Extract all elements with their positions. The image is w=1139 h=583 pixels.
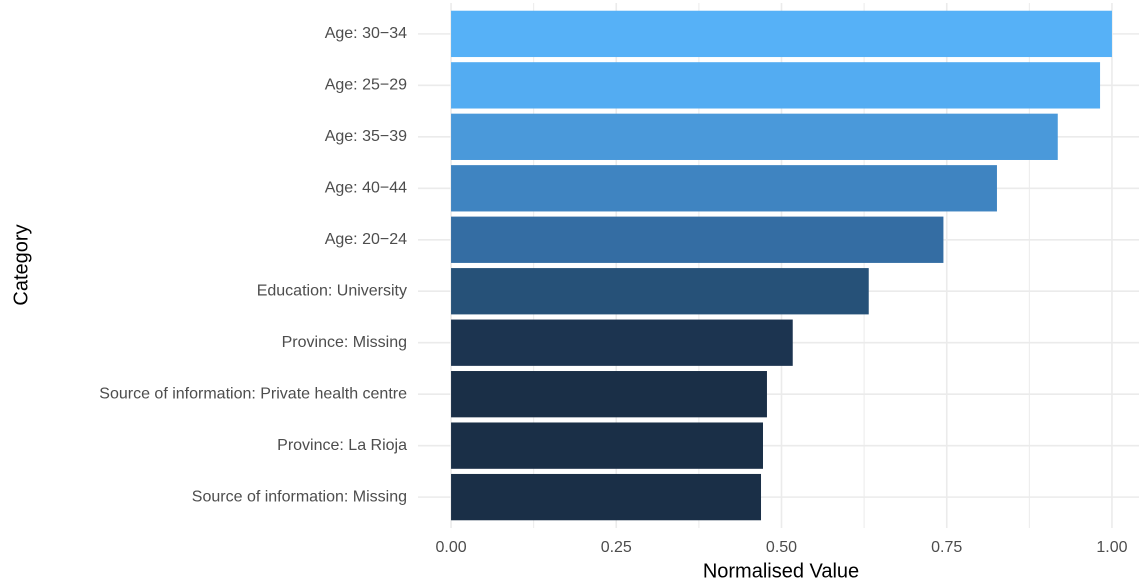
x-axis-title: Normalised Value [703, 560, 859, 582]
x-tick-label: 0.50 [766, 539, 797, 556]
bar [451, 268, 869, 315]
y-tick-label: Education: University [257, 282, 407, 299]
bar [451, 165, 997, 212]
y-tick-label: Province: La Rioja [277, 437, 407, 454]
bar [451, 216, 944, 263]
bar [451, 371, 767, 418]
bar [451, 10, 1112, 58]
y-tick-label: Age: 30−34 [325, 25, 407, 42]
bar [451, 319, 793, 366]
y-tick-label: Age: 25−29 [325, 77, 407, 94]
x-tick-label: 0.75 [931, 539, 962, 556]
y-tick-label: Age: 35−39 [325, 128, 407, 145]
bar [451, 473, 762, 521]
x-tick-label: 0.25 [601, 539, 632, 556]
y-tick-label: Age: 40−44 [325, 180, 407, 197]
y-tick-label: Age: 20−24 [325, 231, 407, 248]
bar [451, 62, 1101, 109]
x-tick-label: 0.00 [435, 539, 466, 556]
y-tick-label: Province: Missing [282, 334, 407, 351]
y-tick-label: Source of information: Missing [192, 488, 407, 505]
x-tick-label: 1.00 [1096, 539, 1127, 556]
bar [451, 422, 763, 469]
y-axis-title: Category [10, 224, 32, 305]
y-tick-label: Source of information: Private health ce… [99, 385, 407, 402]
bar [451, 113, 1058, 160]
